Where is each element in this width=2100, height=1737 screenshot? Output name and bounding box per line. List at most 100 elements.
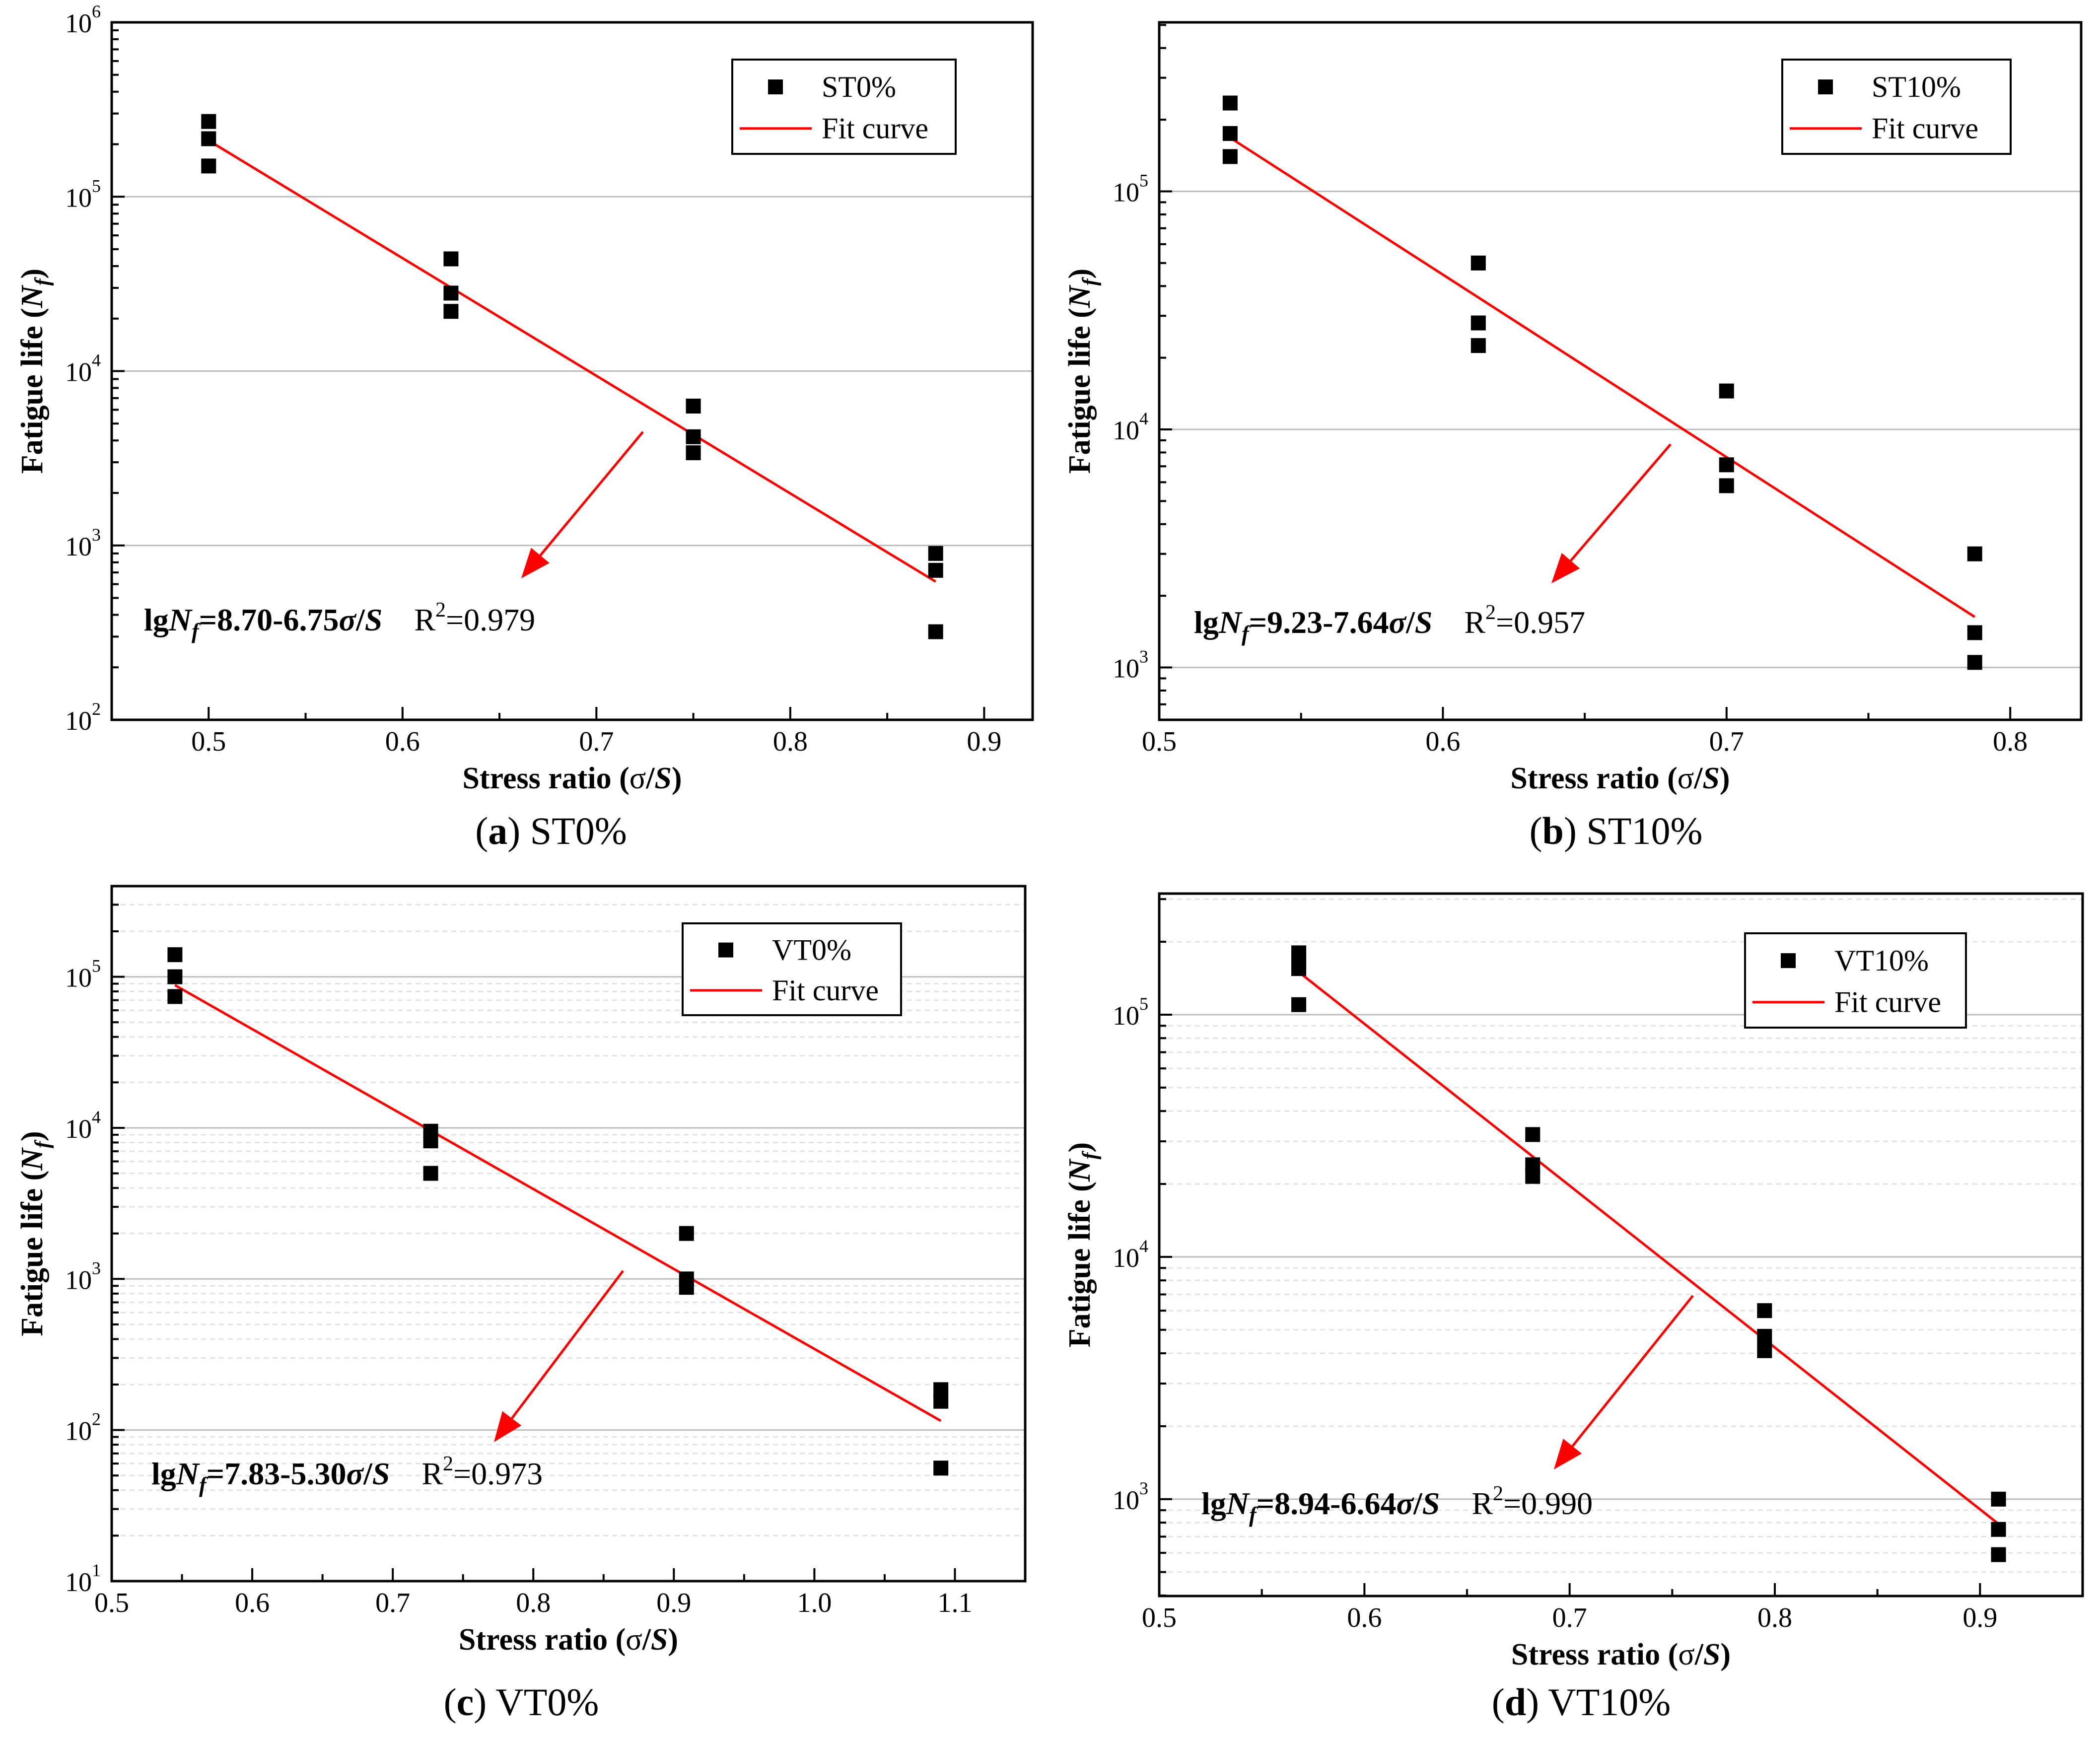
fit-equation-slash: /: [363, 1456, 373, 1491]
y-tick-label: 103: [65, 1258, 101, 1295]
fit-curve-line: [1298, 971, 2000, 1525]
x-tick-label: 0.9: [967, 726, 1001, 757]
x-axis-title-text: Stress ratio (: [462, 762, 629, 795]
y-tick-base: 10: [1113, 416, 1139, 445]
x-tick-label: 0.7: [375, 1588, 410, 1618]
y-tick-base: 10: [65, 1265, 92, 1295]
data-point: [1967, 625, 1982, 640]
fit-equation-lg: lg: [1194, 605, 1219, 640]
fit-equation-sub: f: [199, 1473, 209, 1497]
fit-equation: lgNf=7.83-5.30σ/S R2=0.973: [151, 1453, 543, 1497]
y-tick-label: 103: [65, 525, 101, 561]
x-tick-label: 0.5: [1142, 1602, 1177, 1633]
fit-equation-sigma: σ: [1396, 1486, 1414, 1521]
y-tick-label: 103: [1113, 647, 1148, 684]
x-tick-label: 0.8: [1993, 726, 2028, 757]
panel-caption-text: VT0%: [495, 1680, 599, 1724]
fit-equation-body: =7.83-5.30: [207, 1456, 347, 1491]
x-tick-label: 1.0: [797, 1588, 832, 1618]
panel-caption-paren-open: (: [1492, 1680, 1505, 1724]
fit-equation-r2: R: [382, 602, 435, 637]
x-tick-label: 0.5: [191, 726, 226, 757]
y-axis-title-sub: f: [31, 277, 54, 285]
y-axis-title: Fatigue life (Nf): [15, 269, 54, 474]
fit-equation-S: S: [372, 1456, 390, 1491]
data-point: [933, 1460, 949, 1476]
data-point: [201, 114, 216, 129]
y-axis-title: Fatigue life (Nf): [1063, 1142, 1102, 1347]
panel-caption-paren-close: ): [1526, 1680, 1548, 1724]
y-tick-base: 10: [1113, 177, 1139, 207]
x-tick-label: 0.7: [1552, 1602, 1587, 1633]
panel-caption-letter: c: [457, 1680, 474, 1724]
panel-caption: (b) ST10%: [1530, 809, 1703, 852]
y-axis-title-text: Fatigue life (: [15, 1171, 49, 1336]
legend-fit-label: Fit curve: [1872, 112, 1978, 145]
fit-equation-lg: lg: [151, 1456, 176, 1491]
fit-equation-sub: f: [1242, 622, 1251, 646]
data-point: [1991, 1547, 2006, 1562]
y-tick-label: 102: [65, 1409, 101, 1446]
data-point: [1470, 338, 1486, 353]
y-tick-base: 10: [65, 532, 92, 561]
y-axis-title-sub: f: [1079, 277, 1102, 285]
legend-fit-label: Fit curve: [822, 112, 928, 145]
y-tick-label: 105: [65, 176, 101, 212]
data-point: [686, 398, 701, 414]
y-tick-exponent: 4: [1139, 1236, 1148, 1256]
fit-equation: lgNf=8.70-6.75σ/S R2=0.979: [144, 599, 535, 643]
data-point: [1222, 149, 1238, 164]
x-axis-title: Stress ratio (σ/S): [1511, 1638, 1731, 1671]
x-axis-title-sigma: σ: [626, 1623, 642, 1657]
x-tick-label: 0.5: [94, 1588, 129, 1618]
data-point: [1719, 383, 1734, 399]
fit-equation-r2-value: =0.979: [446, 602, 535, 637]
y-tick-exponent: 4: [92, 350, 101, 370]
data-point: [1525, 1169, 1540, 1184]
panel-caption-letter: d: [1505, 1680, 1526, 1724]
fit-equation-lg: lg: [144, 602, 169, 637]
y-tick-base: 10: [1113, 1001, 1139, 1031]
panel-caption: (a) ST0%: [475, 809, 627, 852]
annotation-arrow-head: [1554, 1439, 1582, 1469]
y-tick-exponent: 3: [92, 525, 101, 545]
x-axis-title-sigma: σ: [630, 762, 646, 795]
data-point: [167, 969, 183, 984]
legend-point-marker: [768, 79, 783, 95]
data-point: [1757, 1343, 1772, 1358]
x-tick-label: 0.6: [385, 726, 420, 757]
x-axis-title-suffix: ): [672, 762, 682, 795]
panel-caption-paren-close: ): [507, 809, 530, 852]
fit-equation-N: N: [168, 602, 193, 637]
y-tick-label: 103: [1113, 1478, 1148, 1515]
legend-points-label: VT10%: [1834, 944, 1929, 977]
data-point: [443, 285, 459, 301]
fit-equation-S: S: [1422, 1486, 1440, 1521]
y-tick-base: 10: [1113, 1485, 1139, 1515]
y-tick-exponent: 3: [1139, 647, 1148, 667]
data-point: [686, 445, 701, 461]
fit-curve-line: [208, 139, 937, 583]
data-point: [1222, 126, 1238, 141]
data-point: [1291, 961, 1307, 976]
fit-equation-sub: f: [1249, 1503, 1259, 1527]
y-axis-title: Fatigue life (Nf): [15, 1131, 54, 1336]
x-tick-label: 1.1: [937, 1588, 972, 1618]
x-axis-title-text: Stress ratio (: [1511, 1638, 1678, 1671]
fit-equation-sub: f: [192, 619, 201, 643]
y-tick-label: 105: [1113, 994, 1148, 1031]
data-point: [686, 429, 701, 444]
fit-equation-lg: lg: [1201, 1486, 1226, 1521]
annotation-arrow-head: [494, 1411, 522, 1442]
annotation-arrow-shaft: [511, 1270, 624, 1419]
data-point: [201, 158, 216, 174]
x-axis-title-text: Stress ratio (: [459, 1623, 626, 1657]
annotation-arrow-shaft: [539, 431, 644, 556]
x-axis-title-text: Stress ratio (: [1510, 762, 1677, 795]
data-point: [1991, 1522, 2006, 1537]
y-tick-label: 101: [65, 1560, 101, 1597]
fit-equation-body: =8.70-6.75: [199, 602, 339, 637]
y-axis-title-sub: f: [31, 1139, 54, 1148]
y-tick-exponent: 5: [1139, 994, 1148, 1014]
